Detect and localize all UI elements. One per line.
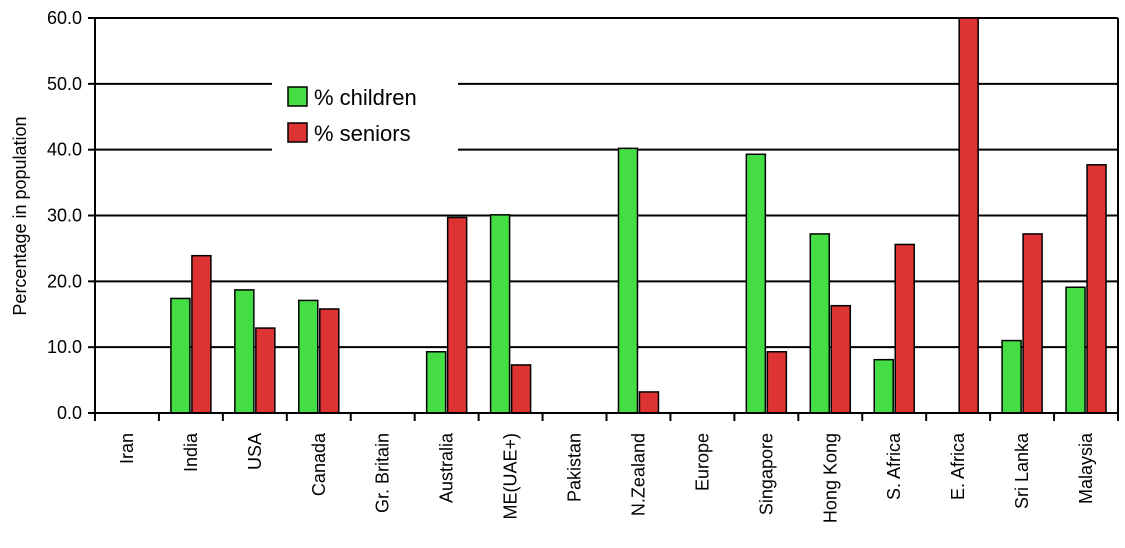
bar-seniors (319, 308, 340, 414)
bar-children (617, 147, 639, 414)
legend-entry-label: % children (314, 85, 417, 110)
bar-seniors (958, 17, 979, 414)
x-tick-label: S. Africa (884, 432, 904, 500)
bars (170, 17, 1107, 414)
x-tick-label: N.Zealand (628, 433, 648, 516)
x-tick-label: Australia (437, 432, 457, 503)
bar-seniors (1086, 164, 1107, 414)
legend-swatch (287, 86, 308, 107)
bar-children (489, 214, 511, 414)
legend-entry-label: % seniors (314, 121, 411, 146)
bar-children (873, 358, 894, 414)
bar-seniors (894, 243, 915, 414)
bar-children (234, 289, 255, 414)
x-tick-label: Sri Lanka (1012, 432, 1032, 509)
x-tick-label: USA (245, 433, 265, 470)
x-tick-label: Europe (692, 433, 712, 491)
y-tick-label: 30.0 (47, 206, 82, 226)
x-tick-label: Hong Kong (820, 433, 840, 523)
bar-seniors (191, 254, 212, 414)
x-tick-label: Singapore (756, 433, 776, 515)
x-tick-label: Gr. Britain (373, 433, 393, 513)
y-tick-label: 50.0 (47, 74, 82, 94)
tick-labels: 0.0 10.0 20.0 30.0 40.0 50.0 60.0 Iran India USA C… (47, 8, 1096, 523)
x-tick-label: Malaysia (1076, 432, 1096, 504)
y-tick-label: 40.0 (47, 140, 82, 160)
axes (88, 17, 1119, 421)
y-tick-label: 60.0 (47, 8, 82, 28)
bar-seniors (638, 391, 660, 414)
x-tick-label: ME(UAE+) (501, 433, 521, 520)
bar-children (425, 351, 447, 414)
bar-seniors (446, 216, 468, 414)
bar-seniors (255, 327, 276, 414)
x-tick-label: Canada (309, 432, 329, 496)
bar-children (745, 153, 767, 414)
x-tick-label: Pakistan (565, 433, 585, 502)
bar-seniors (830, 304, 852, 414)
legend-swatch (287, 122, 308, 143)
bar-seniors (1022, 233, 1043, 414)
legend: % children % seniors (272, 73, 458, 153)
y-tick-label: 10.0 (47, 337, 82, 357)
bar-children (1001, 339, 1022, 414)
bar-children (298, 299, 319, 414)
bar-seniors (766, 351, 788, 414)
bar-children (170, 297, 191, 414)
x-tick-label: India (181, 432, 201, 472)
bar-seniors (510, 364, 532, 414)
x-tick-label: E. Africa (948, 432, 968, 500)
y-tick-label: 0.0 (57, 403, 82, 423)
bar-children (809, 233, 831, 414)
x-tick-label: Iran (117, 433, 137, 464)
y-tick-label: 20.0 (47, 271, 82, 291)
y-axis-label: Percentage in population (10, 116, 30, 315)
bar-children (1065, 286, 1086, 414)
